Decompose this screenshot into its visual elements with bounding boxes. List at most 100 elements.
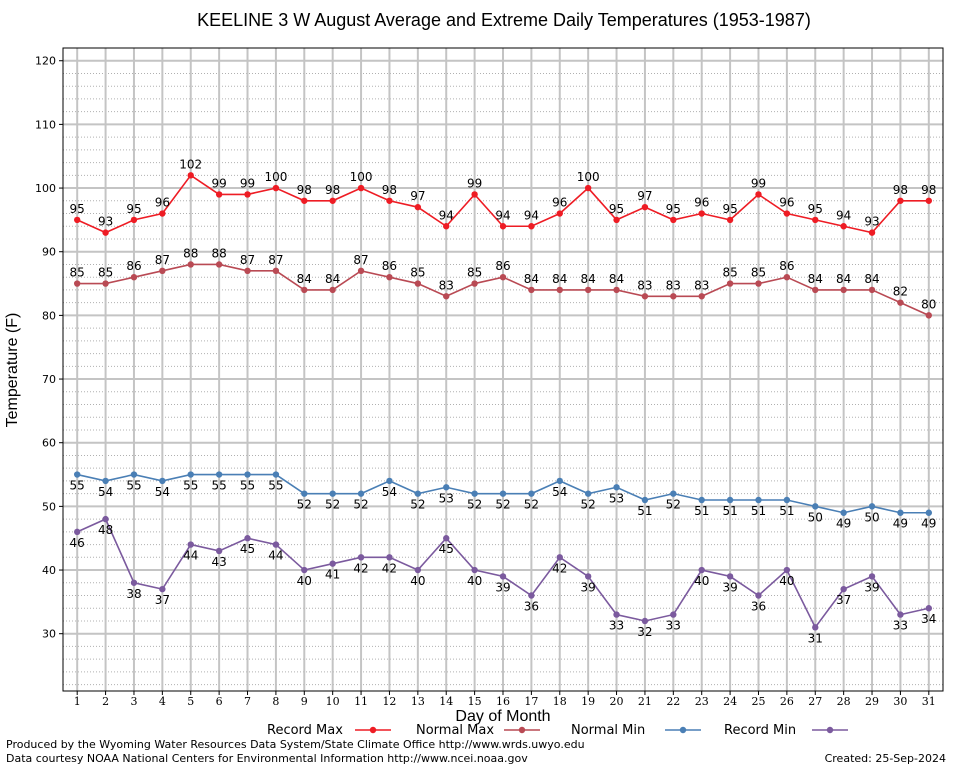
data-label: 40 xyxy=(410,574,425,588)
data-point xyxy=(159,477,166,485)
data-label: 84 xyxy=(297,272,312,286)
legend-label: Record Min xyxy=(724,723,796,738)
data-point xyxy=(130,471,138,478)
data-point xyxy=(244,471,251,478)
data-point xyxy=(471,490,478,497)
data-point xyxy=(272,471,280,478)
x-tick-label: 3 xyxy=(130,695,137,708)
data-point xyxy=(414,566,422,574)
data-point xyxy=(641,203,649,211)
data-point xyxy=(244,267,251,275)
data-point xyxy=(726,496,734,504)
x-tick-label: 11 xyxy=(354,695,368,708)
data-point xyxy=(613,286,620,294)
data-point xyxy=(698,293,705,300)
data-label: 95 xyxy=(126,202,141,216)
data-label: 52 xyxy=(524,498,539,512)
data-label: 38 xyxy=(126,587,141,601)
data-label: 80 xyxy=(921,297,936,311)
data-point xyxy=(840,509,847,516)
data-point xyxy=(471,566,478,574)
x-tick-label: 15 xyxy=(468,695,482,708)
data-label: 54 xyxy=(98,485,113,499)
data-label: 87 xyxy=(268,253,283,267)
data-point xyxy=(215,191,223,198)
data-label: 34 xyxy=(921,612,936,626)
data-point xyxy=(244,535,251,542)
data-point xyxy=(386,554,393,561)
data-point xyxy=(698,210,705,217)
data-point xyxy=(187,172,194,179)
y-tick-label: 50 xyxy=(42,500,56,513)
data-label: 52 xyxy=(410,498,425,512)
data-point xyxy=(783,566,791,574)
x-tick-label: 24 xyxy=(723,695,737,708)
data-label: 96 xyxy=(694,196,709,210)
x-tick-label: 22 xyxy=(666,695,680,708)
data-point xyxy=(528,223,535,230)
data-label: 83 xyxy=(439,278,454,292)
data-point xyxy=(528,592,535,599)
data-point xyxy=(102,515,109,523)
data-point xyxy=(130,273,138,281)
data-label: 96 xyxy=(155,196,170,210)
data-label: 45 xyxy=(240,542,255,556)
data-label: 94 xyxy=(524,208,539,222)
data-label: 46 xyxy=(70,536,85,550)
data-label: 95 xyxy=(70,202,85,216)
data-label: 51 xyxy=(779,504,794,518)
data-label: 52 xyxy=(467,498,482,512)
data-label: 83 xyxy=(666,278,681,292)
data-point xyxy=(215,471,223,478)
data-label: 86 xyxy=(382,259,397,273)
series-record-min: 46 48 38 37 44 43 45 44 40 41 42 42 40 45 40 39 36 42 39 33… xyxy=(70,515,936,645)
x-tick-label: 1 xyxy=(74,695,81,708)
data-label: 102 xyxy=(179,157,202,171)
data-point xyxy=(783,273,791,281)
x-tick-label: 2 xyxy=(102,695,109,708)
data-point xyxy=(102,229,109,236)
data-label: 31 xyxy=(808,631,823,645)
data-label: 99 xyxy=(240,176,255,190)
data-point xyxy=(187,541,194,548)
data-point xyxy=(584,490,592,497)
data-label: 98 xyxy=(921,183,936,197)
data-label: 53 xyxy=(439,491,454,505)
data-label: 85 xyxy=(70,266,85,280)
data-point xyxy=(73,216,81,224)
data-label: 85 xyxy=(98,266,113,280)
x-tick-label: 30 xyxy=(893,695,907,708)
data-label: 49 xyxy=(893,517,908,531)
series-normal-min: 55 54 55 54 55 55 55 55 52 52 52 54 52 53 52 52 52 54 52 53… xyxy=(70,471,936,531)
data-label: 85 xyxy=(410,266,425,280)
data-label: 41 xyxy=(325,568,340,582)
data-label: 52 xyxy=(297,498,312,512)
data-point xyxy=(73,280,81,287)
data-point xyxy=(925,605,933,612)
y-tick-label: 70 xyxy=(42,373,56,386)
data-label: 36 xyxy=(751,600,766,614)
data-label: 95 xyxy=(722,202,737,216)
legend-item: Record Max xyxy=(267,723,391,738)
y-axis-ticks: 30 40 50 60 70 80 90 100 110 120 xyxy=(35,55,63,641)
data-label: 39 xyxy=(495,580,510,594)
data-label: 33 xyxy=(609,619,624,633)
data-point xyxy=(443,484,450,491)
data-label: 95 xyxy=(808,202,823,216)
data-point xyxy=(386,477,393,485)
data-point xyxy=(357,184,365,192)
legend-label: Record Max xyxy=(267,723,343,738)
x-tick-label: 27 xyxy=(808,695,822,708)
data-label: 84 xyxy=(524,272,539,286)
data-label: 96 xyxy=(779,196,794,210)
data-label: 51 xyxy=(694,504,709,518)
footer-created-date: Created: 25-Sep-2024 xyxy=(824,752,946,765)
data-point xyxy=(812,216,819,224)
data-point xyxy=(443,535,450,542)
data-label: 55 xyxy=(268,479,283,493)
x-tick-label: 16 xyxy=(496,695,510,708)
data-point xyxy=(301,286,308,294)
data-point xyxy=(868,286,876,294)
data-point xyxy=(670,216,677,224)
